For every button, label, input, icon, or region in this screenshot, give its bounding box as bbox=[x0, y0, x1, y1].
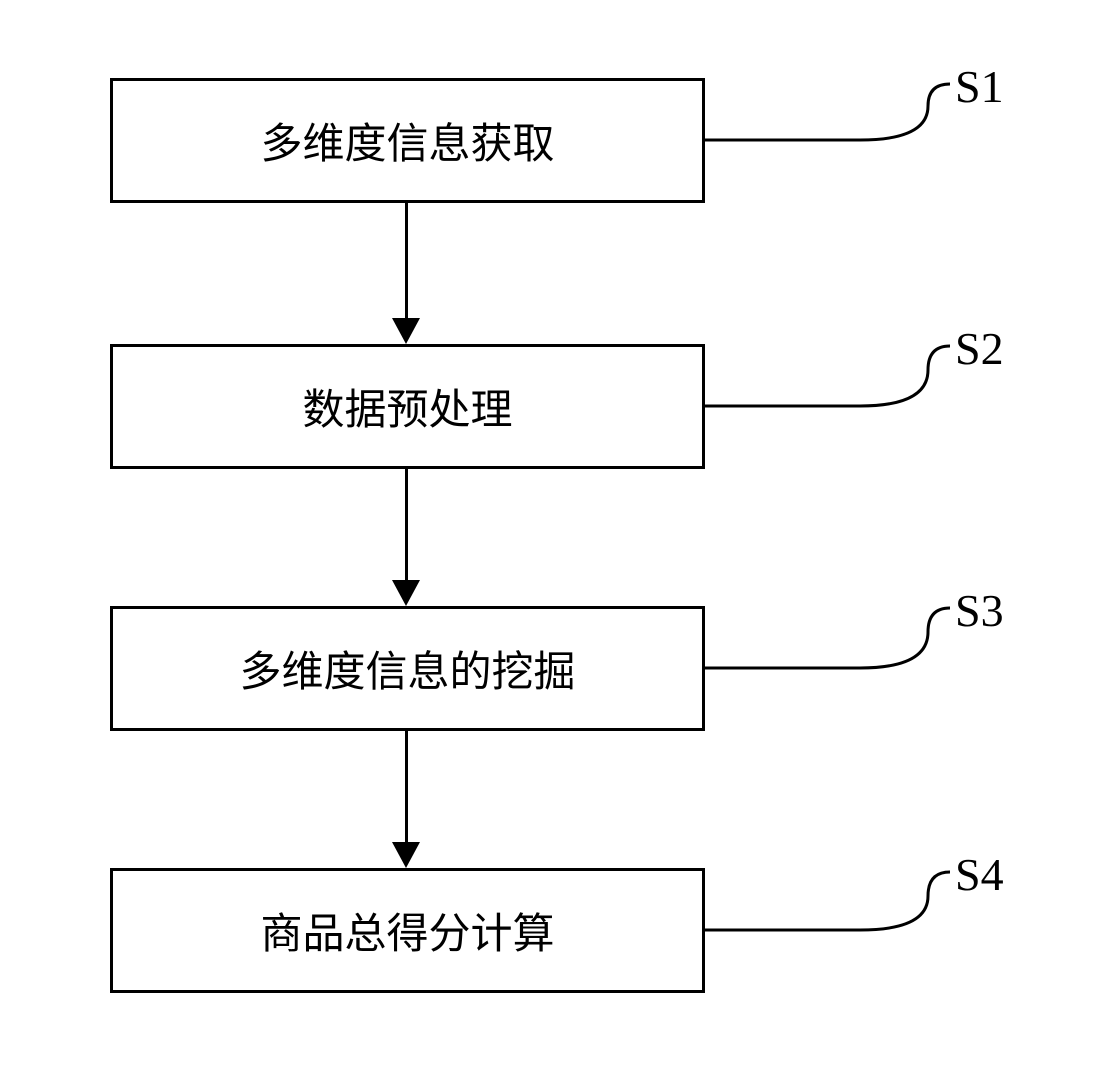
connector-s4 bbox=[70, 60, 1030, 1050]
flowchart-container: 多维度信息获取 S1 数据预处理 S2 多维度信息的挖掘 S3 商品总得分计算 … bbox=[70, 60, 1030, 1050]
step-label-s4: S4 bbox=[955, 848, 1004, 901]
